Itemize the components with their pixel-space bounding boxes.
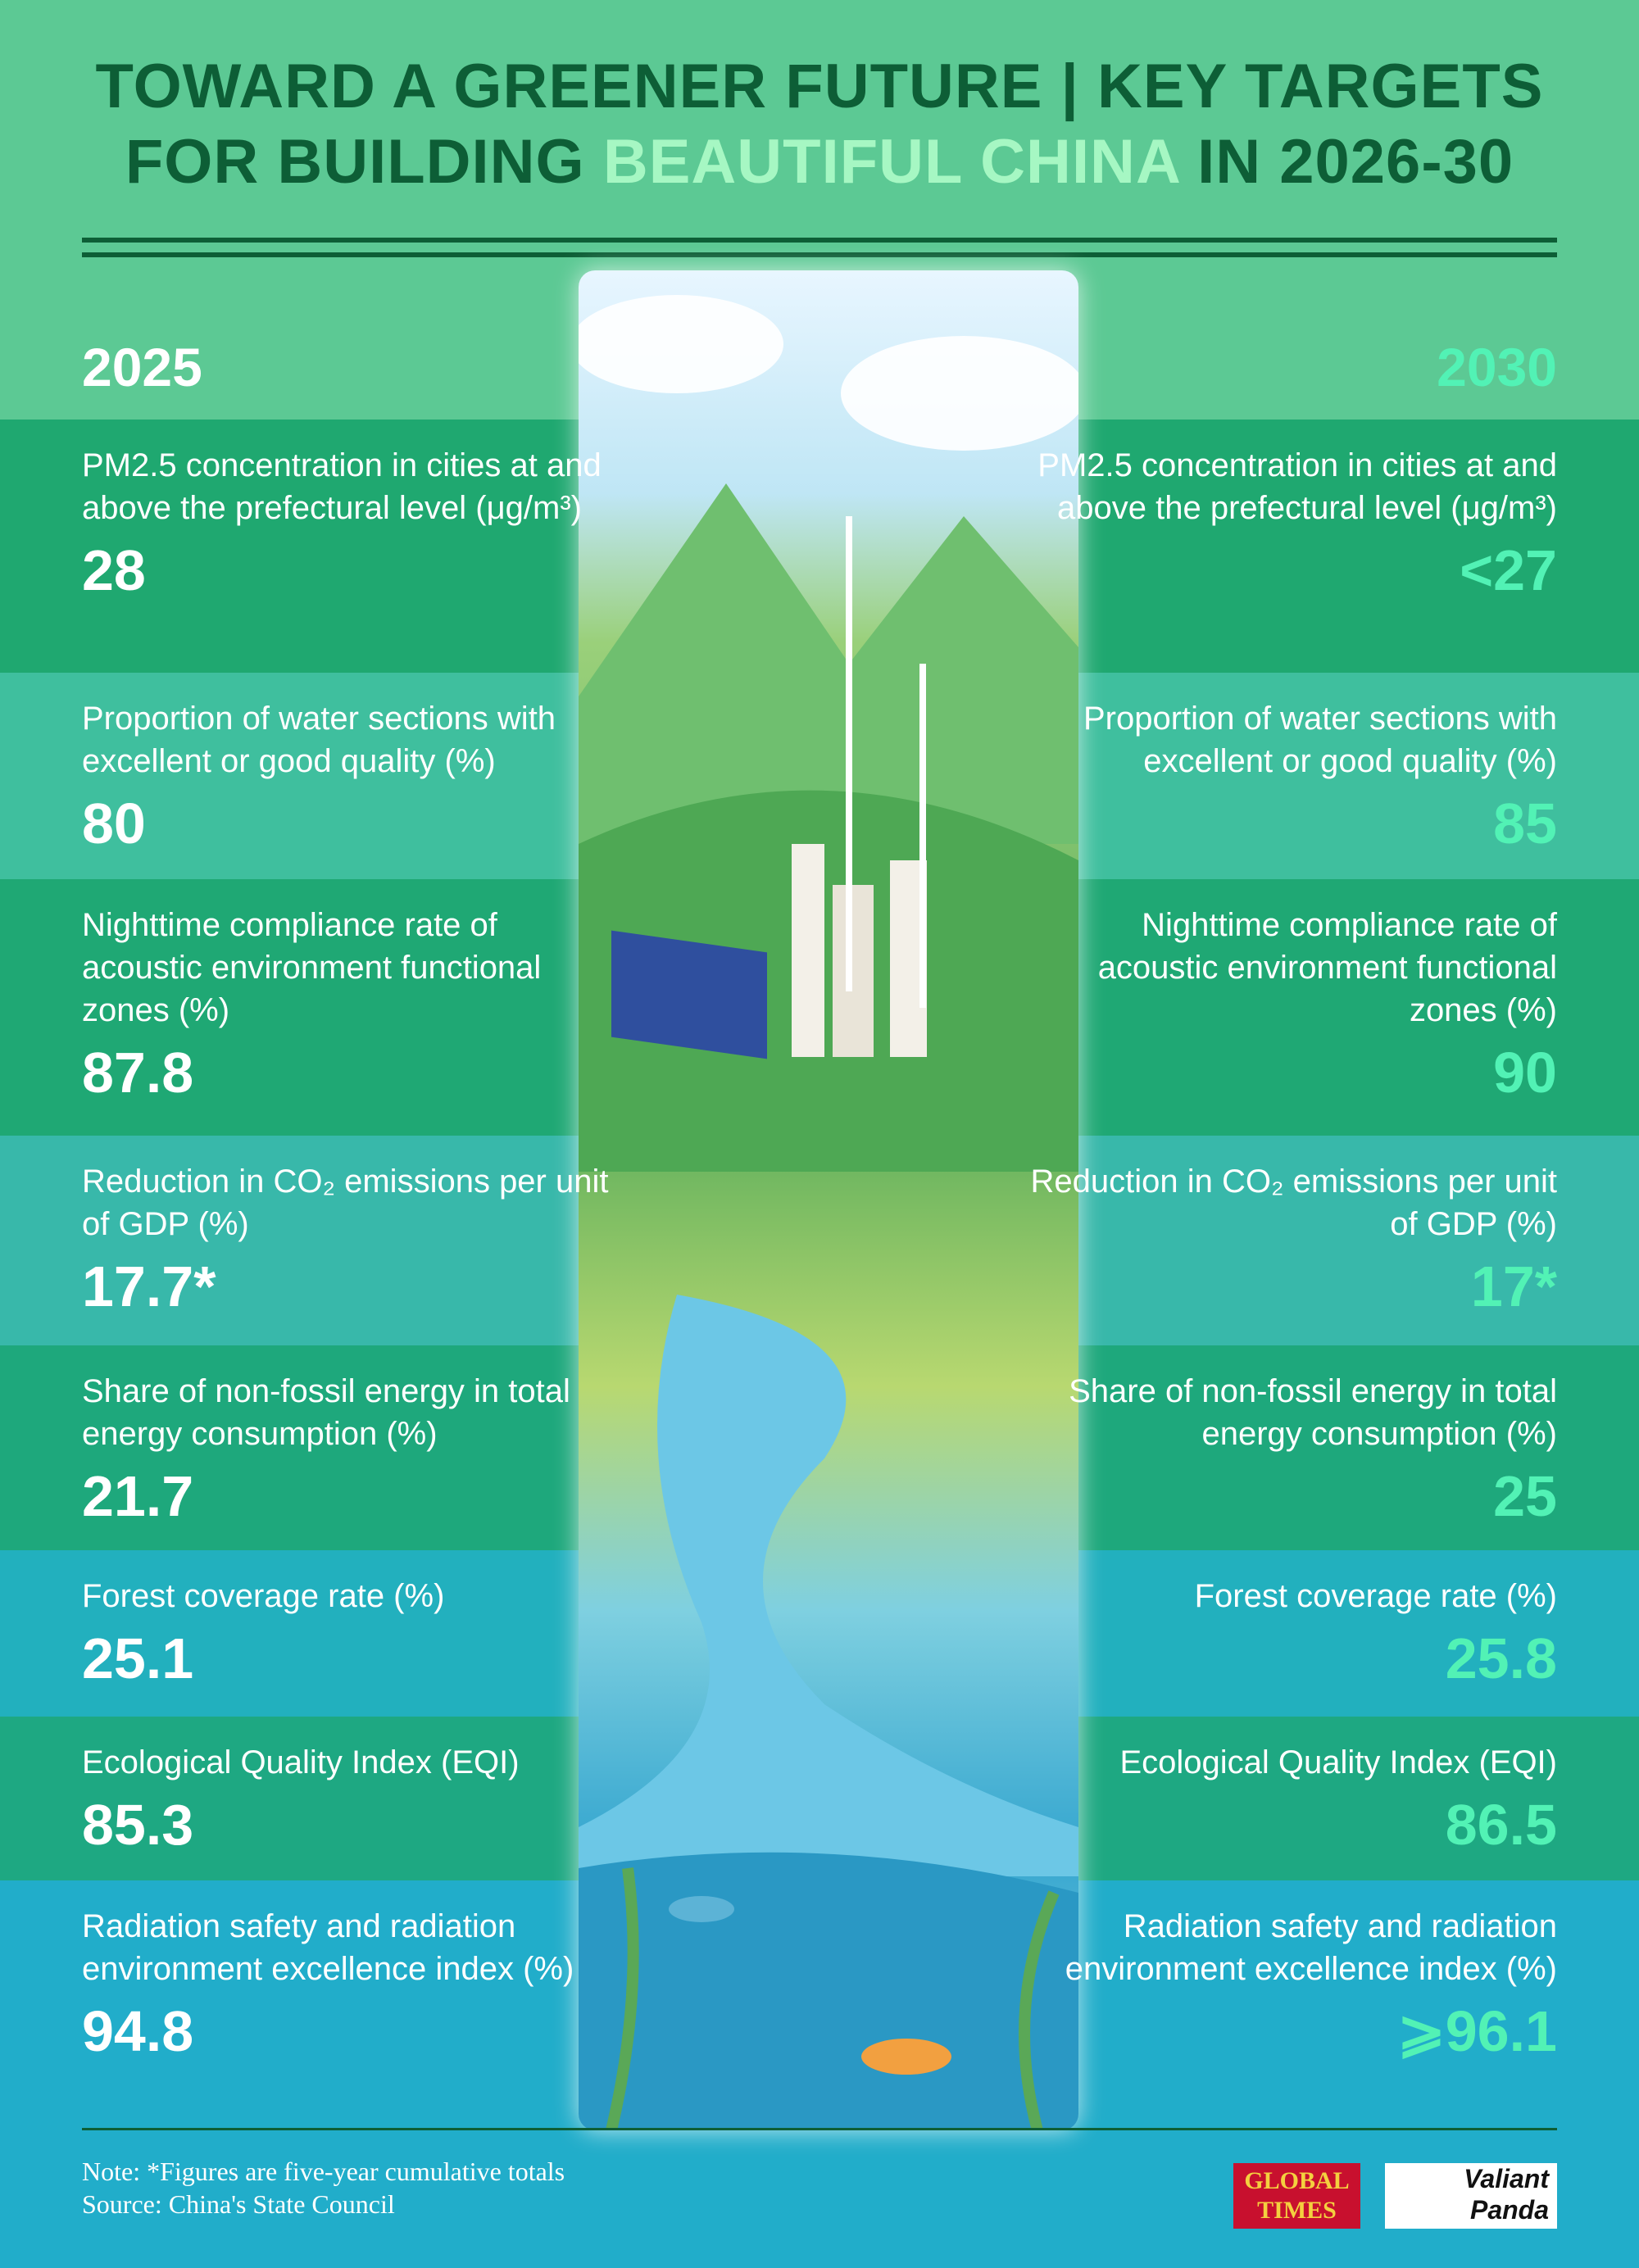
row-label: Reduction in CO₂ emissions per unit of G… [1030,1163,1557,1242]
row-value-2025: 28 [82,538,146,602]
row-label: Radiation safety and radiation environme… [82,1908,574,1987]
row-label: Share of non-fossil energy in total ener… [1069,1373,1557,1452]
row-cell: Share of non-fossil energy in total ener… [1016,1370,1557,1531]
footer-rule [82,2128,1557,2130]
row-value-2025: 21.7 [82,1464,194,1528]
row-cell: Nighttime compliance rate of acoustic en… [1016,904,1557,1107]
row-label: PM2.5 concentration in cities at and abo… [1037,447,1557,526]
row-label: PM2.5 concentration in cities at and abo… [82,447,602,526]
title-highlight: BEAUTIFUL CHINA [602,127,1180,197]
title-part: IN 2026-30 [1197,127,1514,197]
row-cell: PM2.5 concentration in cities at and abo… [1016,444,1557,605]
title-line: TOWARD A GREENER FUTURE | KEY TARGETS [95,52,1544,121]
row-value-2030: 85 [1493,792,1557,855]
row-cell: Reduction in CO₂ emissions per unit of G… [82,1160,623,1321]
row-value-2025: 94.8 [82,1999,194,2063]
title: TOWARD A GREENER FUTURE | KEY TARGETS FO… [0,49,1639,200]
rule [82,238,1557,243]
row-value-2025: 87.8 [82,1041,194,1105]
title-part: FOR BUILDING [125,127,585,197]
logo-global-times: GLOBAL TIMES [1233,2163,1360,2229]
row-cell: Reduction in CO₂ emissions per unit of G… [1016,1160,1557,1321]
row-label: Forest coverage rate (%) [1194,1578,1557,1614]
row-cell: Ecological Quality Index (EQI) 85.3 [82,1741,623,1859]
row-label: Proportion of water sections with excell… [82,701,556,779]
row-label: Nighttime compliance rate of acoustic en… [1097,907,1557,1028]
row-label: Reduction in CO₂ emissions per unit of G… [82,1163,609,1242]
row-cell: Proportion of water sections with excell… [82,697,623,858]
row-cell: Forest coverage rate (%) 25.8 [1016,1575,1557,1693]
row-label: Share of non-fossil energy in total ener… [82,1373,570,1452]
row-value-2030: 25 [1493,1464,1557,1528]
row-label: Ecological Quality Index (EQI) [82,1744,520,1780]
row-cell: Radiation safety and radiation environme… [82,1905,623,2066]
row-value-2030: <27 [1460,538,1557,602]
note: Note: *Figures are five-year cumulative … [82,2157,565,2186]
title-line: FOR BUILDING BEAUTIFUL CHINA IN 2026-30 [0,125,1639,200]
row-cell: PM2.5 concentration in cities at and abo… [82,444,623,605]
rule [82,252,1557,257]
illustration [579,270,1078,2130]
row-cell: Radiation safety and radiation environme… [1016,1905,1557,2066]
logo-valiant-panda: Valiant Panda [1385,2163,1557,2229]
source: Source: China's State Council [82,2189,395,2219]
row-value-2030: 25.8 [1445,1626,1557,1690]
row-label: Radiation safety and radiation environme… [1065,1908,1557,1987]
row-value-2030: 86.5 [1445,1793,1557,1857]
year-right: 2030 [1437,337,1557,397]
row-cell: Forest coverage rate (%) 25.1 [82,1575,623,1693]
row-label: Ecological Quality Index (EQI) [1119,1744,1557,1780]
row-value-2025: 25.1 [82,1626,194,1690]
row-cell: Proportion of water sections with excell… [1016,697,1557,858]
row-label: Proportion of water sections with excell… [1083,701,1557,779]
row-value-2025: 17.7* [82,1254,216,1318]
row-label: Nighttime compliance rate of acoustic en… [82,907,542,1028]
row-cell: Share of non-fossil energy in total ener… [82,1370,623,1531]
row-value-2025: 85.3 [82,1793,194,1857]
illustration-art [579,270,1078,2130]
row-value-2030: ⩾96.1 [1397,1999,1557,2063]
row-value-2030: 17* [1470,1254,1557,1318]
row-cell: Nighttime compliance rate of acoustic en… [82,904,623,1107]
row-value-2030: 90 [1493,1041,1557,1105]
row-label: Forest coverage rate (%) [82,1578,445,1614]
row-cell: Ecological Quality Index (EQI) 86.5 [1016,1741,1557,1859]
row-value-2025: 80 [82,792,146,855]
year-left: 2025 [82,337,202,397]
